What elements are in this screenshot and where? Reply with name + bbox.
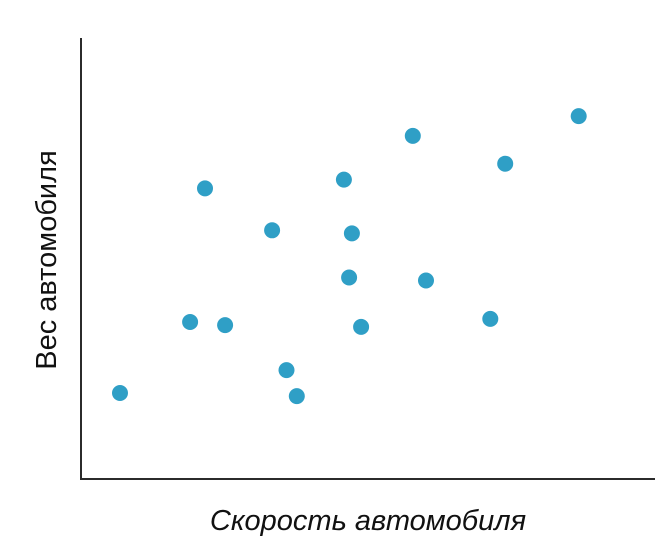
scatter-point-12 xyxy=(404,127,421,144)
y-axis-label: Вес автомобиля xyxy=(31,150,63,370)
scatter-point-6 xyxy=(278,362,295,379)
x-axis-label: Скорость автомобиля xyxy=(210,505,526,537)
scatter-point-10 xyxy=(343,225,360,242)
scatter-point-11 xyxy=(353,318,370,335)
data-points xyxy=(112,108,587,405)
scatter-point-16 xyxy=(570,108,587,125)
scatter-point-7 xyxy=(288,388,305,405)
scatter-point-5 xyxy=(264,222,281,239)
scatter-point-4 xyxy=(217,317,234,334)
scatter-point-15 xyxy=(497,155,514,172)
scatter-point-2 xyxy=(182,314,199,330)
scatter-point-1 xyxy=(112,385,128,401)
scatter-point-8 xyxy=(335,171,352,188)
plot-axes xyxy=(80,38,655,480)
scatter-point-14 xyxy=(482,310,499,327)
scatter-point-3 xyxy=(197,180,213,197)
scatter-point-13 xyxy=(418,272,434,289)
scatter-point-9 xyxy=(341,269,358,286)
